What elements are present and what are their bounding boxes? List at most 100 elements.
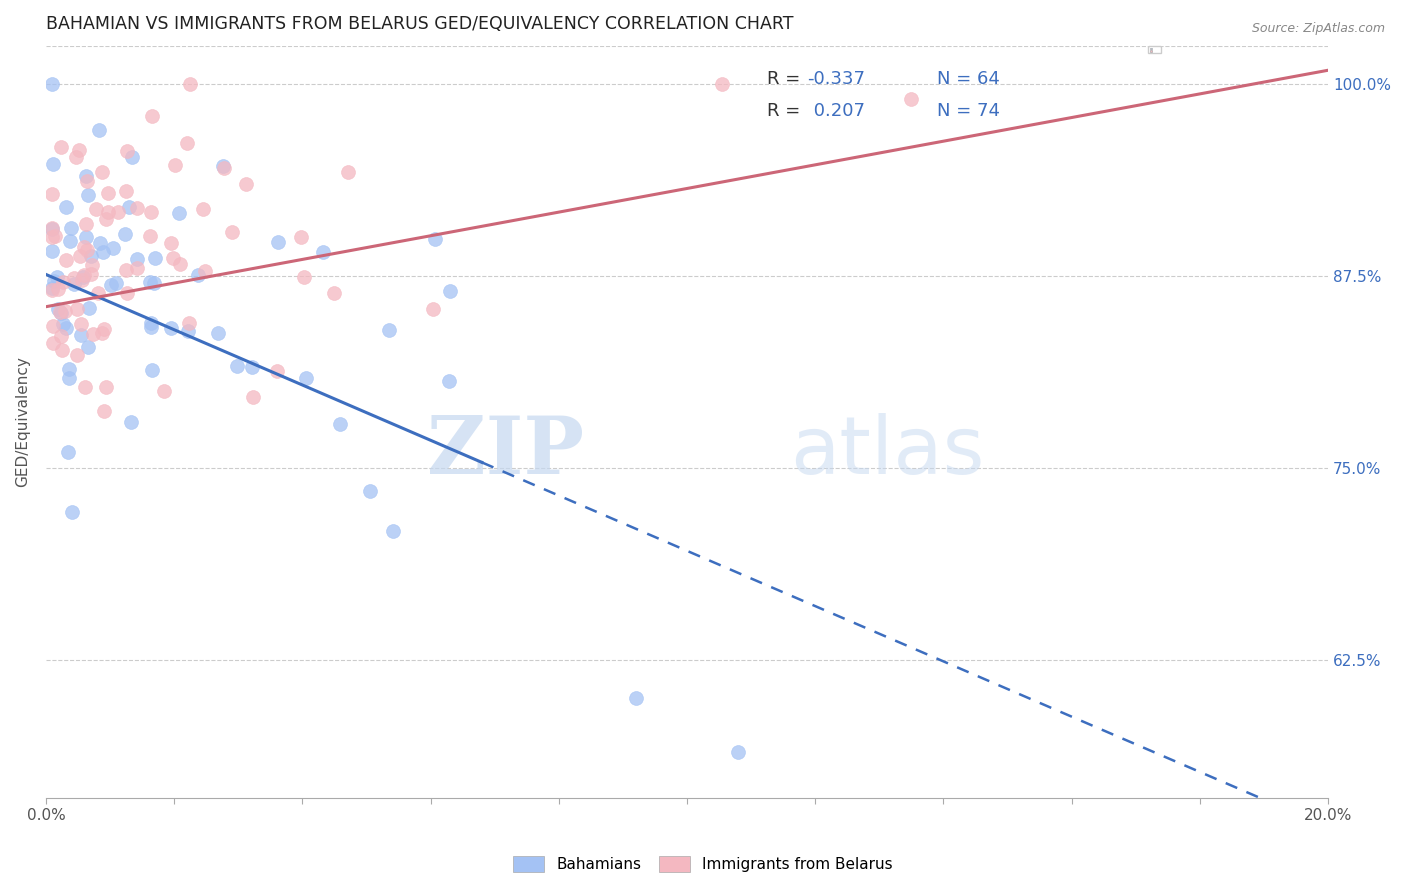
Point [115,286,138,301]
Point [97,186,120,201]
Point [53,303,76,318]
Point [93,321,115,335]
Point [160,320,183,334]
Point [52,275,75,289]
Point [41,281,63,295]
Point [163,158,186,172]
Point [266,364,288,378]
Point [138,275,160,289]
Point [52,318,75,332]
Point [267,235,290,249]
Point [42,274,65,288]
Point [139,228,162,243]
Point [176,136,198,150]
Point [439,284,461,298]
Point [139,316,162,330]
Point [93,404,115,418]
Point [323,286,346,301]
Point [141,110,163,124]
Point [87,123,110,137]
Point [115,263,138,277]
Point [58,362,80,376]
Point [73,268,96,282]
Point [55,200,77,214]
Point [177,324,200,338]
Point [60,221,83,235]
Point [359,483,381,498]
Point [382,524,405,538]
Point [107,205,129,219]
Point [82,326,104,341]
Point [87,285,110,300]
Text: R =: R = [766,102,806,120]
Point [187,268,209,282]
Point [125,260,148,275]
Point [169,257,191,271]
Point [42,318,65,333]
Point [46,282,69,296]
Point [84,202,107,216]
Text: N = 64: N = 64 [936,70,1000,87]
Point [41,244,63,259]
Point [378,323,401,337]
Point [121,150,143,164]
Point [127,201,149,215]
Point [194,264,217,278]
Point [437,375,460,389]
Point [97,205,120,219]
Point [423,232,446,246]
Point [212,159,235,173]
Point [44,229,66,244]
Point [153,384,176,398]
Point [49,306,72,320]
Point [60,505,83,519]
Point [67,143,90,157]
Point [100,278,122,293]
Point [160,236,183,251]
Point [55,253,77,268]
Point [70,318,93,332]
Point [142,276,165,290]
Text: atlas: atlas [790,413,984,491]
Point [242,391,264,405]
Point [235,178,257,192]
Point [41,186,63,201]
Point [56,444,79,458]
Point [63,270,86,285]
Point [69,328,91,343]
Point [295,370,318,384]
Point [118,200,141,214]
Point [45,269,67,284]
Point [101,241,124,255]
Point [212,161,235,176]
Point [141,319,163,334]
Point [711,77,734,91]
Point [73,240,96,254]
Point [292,269,315,284]
Point [94,211,117,226]
Point [115,144,138,158]
Point [77,301,100,316]
Point [49,304,72,318]
Point [70,272,93,286]
Point [41,230,63,244]
Point [422,302,444,317]
Point [75,169,97,184]
Point [58,371,80,385]
Point [65,348,87,362]
Point [46,302,69,317]
Point [312,245,335,260]
Point [290,230,312,244]
Point [141,205,163,219]
Point [72,269,94,284]
Point [96,379,118,393]
Text: Source: ZipAtlas.com: Source: ZipAtlas.com [1251,22,1385,36]
Text: R =: R = [766,70,806,87]
Point [42,336,65,351]
Point [41,221,63,235]
Point [75,229,97,244]
Point [177,317,200,331]
Point [55,321,77,335]
Text: BAHAMIAN VS IMMIGRANTS FROM BELARUS GED/EQUIVALENCY CORRELATION CHART: BAHAMIAN VS IMMIGRANTS FROM BELARUS GED/… [46,15,793,33]
Point [162,251,184,265]
